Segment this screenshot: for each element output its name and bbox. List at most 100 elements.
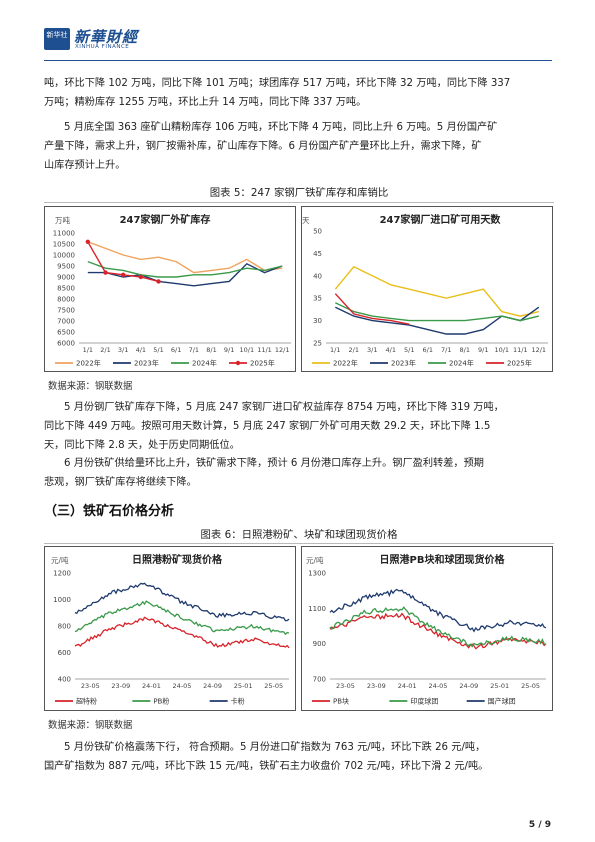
paragraph-2-line-1: 5 月底全国 363 座矿山精粉库存 106 万吨，环比下降 4 万吨，同比上升… xyxy=(64,122,498,133)
chart-0-legend-label: 2025年 xyxy=(250,359,275,368)
chart-0-xtick: 2/1 xyxy=(100,346,110,354)
figure-6-top-rule xyxy=(44,543,554,544)
chart-3-legend-label: PB块 xyxy=(333,697,349,706)
chart-1-legend-label: 2022年 xyxy=(333,359,358,368)
chart-1-series-line xyxy=(334,265,539,317)
chart-2-legend-label: 超特粉 xyxy=(76,697,97,706)
chart-0-ytick: 7000 xyxy=(57,318,75,326)
chart-fines-price: 日照港粉矿现货价格 元/吨 1200 1000 800 600 400 23-05 23-09 2… xyxy=(44,546,296,711)
paragraph-4-line-1: 6 月份铁矿供给量环比上升，铁矿需求下降，预计 6 月份港口库存上升。钢厂盈利转… xyxy=(64,458,484,469)
paragraph-4: 6 月份铁矿供给量环比上升，铁矿需求下降，预计 6 月份港口库存上升。钢厂盈利转… xyxy=(44,454,554,492)
chart-1-xtick: 9/1 xyxy=(478,346,488,354)
chart-0-legend-label: 2024年 xyxy=(192,359,217,368)
chart-0-ytick: 10500 xyxy=(53,241,75,249)
chart-0-xtick: 8/1 xyxy=(206,346,216,354)
chart-1-legend-label: 2023年 xyxy=(391,359,416,368)
paragraph-2-line-2: 产量下降，需求上升，钢厂按需补库，矿山库存下降。6 月份国产矿产量环比上升，需求… xyxy=(44,141,482,152)
chart-3-unit: 元/吨 xyxy=(306,555,324,565)
chart-0-unit: 万吨 xyxy=(55,215,70,225)
chart-2-xtick: 25-01 xyxy=(234,682,253,690)
chart-3-xtick: 25-05 xyxy=(521,682,540,690)
chart-lump-pellet-price: 日照港PB块和球团现货价格 元/吨 1300 1100 900 700 23-05 23-09… xyxy=(301,546,553,711)
chart-0-xtick: 6/1 xyxy=(171,346,181,354)
chart-0-ytick: 8500 xyxy=(57,285,75,293)
chart-1-legend-label: 2025年 xyxy=(507,359,532,368)
chart-0-ytick: 8000 xyxy=(57,296,75,304)
figure-5-top-rule xyxy=(44,202,554,203)
chart-2-series-line xyxy=(74,582,290,622)
chart-1-ytick: 45 xyxy=(313,250,322,258)
chart-0-xtick: 9/1 xyxy=(224,346,234,354)
chart-2-ytick: 800 xyxy=(58,623,71,631)
chart-0-ytick: 6500 xyxy=(57,329,75,337)
chart-3-xtick: 24-09 xyxy=(459,682,478,690)
chart-0-xtick: 1/1 xyxy=(83,346,93,354)
chart-1-xtick: 2/1 xyxy=(349,346,359,354)
chart-0-ytick: 9000 xyxy=(57,274,75,282)
chart-1-xtick: 4/1 xyxy=(386,346,396,354)
chart-0-xtick: 12/1 xyxy=(275,346,290,354)
chart-1-xtick: 6/1 xyxy=(423,346,433,354)
logo-box-text: 新华社 xyxy=(46,31,68,39)
chart-1-ytick: 40 xyxy=(313,272,322,280)
chart-2-xtick: 23-09 xyxy=(111,682,130,690)
chart-3-ytick: 700 xyxy=(313,676,326,684)
chart-1-ytick: 50 xyxy=(313,228,322,236)
chart-2-ytick: 1200 xyxy=(53,570,71,578)
chart-2-legend-label: PB粉 xyxy=(153,697,169,706)
chart-3-legend-label: 印度球团 xyxy=(410,697,438,706)
chart-2-unit: 元/吨 xyxy=(51,555,69,565)
paragraph-5-line-1: 5 月份铁矿价格震荡下行， 符合预期。5 月份进口矿指数为 763 元/吨，环比… xyxy=(64,742,486,753)
chart-1-xtick: 10/1 xyxy=(494,346,509,354)
paragraph-1-line-2: 万吨；精粉库存 1255 万吨，环比上升 14 万吨，同比下降 337 万吨。 xyxy=(44,97,367,108)
chart-0-data-point xyxy=(103,270,108,275)
chart-0-ytick: 9500 xyxy=(57,263,75,271)
chart-3-ytick: 900 xyxy=(313,640,326,648)
paragraph-5-line-2: 国产矿指数为 887 元/吨，环比下跌 15 元/吨，铁矿石主力收盘价 702 … xyxy=(44,761,489,772)
section-3-title: （三）铁矿石价格分析 xyxy=(44,504,175,519)
chart-fines-price-svg: 日照港粉矿现货价格 元/吨 1200 1000 800 600 400 23-05 23-09 2… xyxy=(51,553,290,706)
paragraph-3-line-2: 同比下降 449 万吨。按照可用天数计算，5 月底 247 家钢厂外矿可用天数 … xyxy=(44,421,491,432)
figure-6-title: 图表 6：日照港粉矿、块矿和球团现货价格 xyxy=(200,529,398,541)
logo-chinese: 新華財經 xyxy=(74,28,139,46)
chart-2-series-line xyxy=(74,616,290,649)
chart-1-xtick: 8/1 xyxy=(460,346,470,354)
chart-3-xtick: 23-05 xyxy=(336,682,355,690)
paragraph-4-line-2: 悲观，钢厂铁矿库存将继续下降。 xyxy=(44,477,197,488)
chart-2-xtick: 24-01 xyxy=(142,682,161,690)
chart-0-ytick: 11000 xyxy=(53,230,75,238)
chart-3-title: 日照港PB块和球团现货价格 xyxy=(380,553,506,566)
paragraph-2-line-3: 山库存预计上升。 xyxy=(44,160,126,171)
chart-0-xtick: 4/1 xyxy=(136,346,146,354)
chart-1-xtick: 1/1 xyxy=(330,346,340,354)
chart-1-xtick: 12/1 xyxy=(531,346,546,354)
chart-0-xtick: 11/1 xyxy=(257,346,272,354)
chart-2-ytick: 400 xyxy=(58,676,71,684)
paragraph-3-line-3: 天，同比下降 2.8 天，处于历史同期低位。 xyxy=(44,440,240,451)
chart-0-xtick: 10/1 xyxy=(240,346,255,354)
chart-0-series-line xyxy=(87,241,283,274)
chart-1-series-line xyxy=(334,302,539,322)
chart-3-xtick: 23-09 xyxy=(367,682,386,690)
chart-1-xtick: 3/1 xyxy=(367,346,377,354)
chart-0-data-point xyxy=(120,272,126,277)
chart-lump-pellet-price-svg: 日照港PB块和球团现货价格 元/吨 1300 1100 900 700 23-05 23-09… xyxy=(306,553,547,706)
chart-1-xtick: 7/1 xyxy=(441,346,451,354)
chart-0-data-point xyxy=(156,279,161,284)
paragraph-3-line-1: 5 月份钢厂铁矿库存下降，5 月底 247 家钢厂进口矿权益库存 8754 万吨… xyxy=(64,402,504,413)
chart-0-ytick: 6000 xyxy=(57,340,75,348)
chart-1-xtick: 5/1 xyxy=(404,346,414,354)
chart-3-xtick: 24-01 xyxy=(398,682,417,690)
chart-usable-days: 247家钢厂进口矿可用天数 天 50 45 40 35 30 25 1/1 2/1 3/1 4/1 5/… xyxy=(301,206,553,372)
paragraph-1-line-1: 吨，环比下降 102 万吨，同比下降 101 万吨；球团库存 517 万吨，环比… xyxy=(44,78,511,89)
chart-2-legend-label: 卡粉 xyxy=(231,697,245,706)
chart-3-xtick: 25-01 xyxy=(490,682,509,690)
figure-6-source: 数据来源：钢联数据 xyxy=(48,720,133,731)
chart-2-title: 日照港粉矿现货价格 xyxy=(132,553,223,566)
page-header: 新华社 新華財經 XINHUA FINANCE xyxy=(0,0,595,62)
chart-0-xtick: 3/1 xyxy=(118,346,128,354)
chart-3-legend-label: 国产球团 xyxy=(488,697,516,706)
chart-2-xtick: 23-05 xyxy=(81,682,100,690)
xinhua-logo-icon: 新华社 xyxy=(44,28,70,50)
chart-steel-mill-inventory: 247家钢厂外矿库存 万吨 11000 10000 9000 8000 7000 6000 10… xyxy=(44,206,296,372)
